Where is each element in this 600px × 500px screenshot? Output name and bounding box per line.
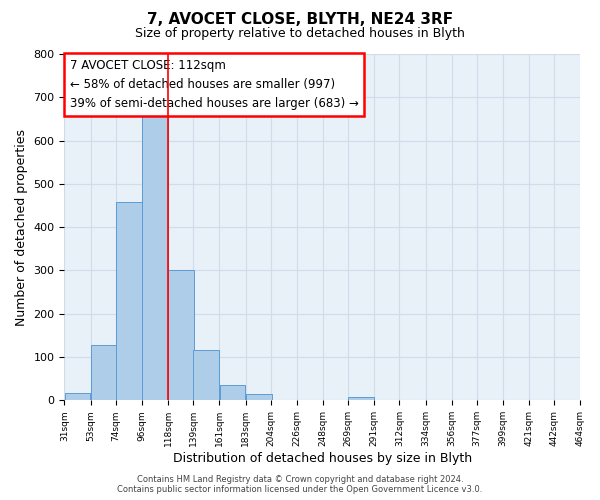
Text: 7 AVOCET CLOSE: 112sqm
← 58% of detached houses are smaller (997)
39% of semi-de: 7 AVOCET CLOSE: 112sqm ← 58% of detached… [70,59,358,110]
Bar [65,393,91,400]
Bar [116,202,142,400]
Bar [193,350,219,401]
X-axis label: Distribution of detached houses by size in Blyth: Distribution of detached houses by size … [173,452,472,465]
Bar [348,397,374,400]
Text: Size of property relative to detached houses in Blyth: Size of property relative to detached ho… [135,28,465,40]
Bar [142,112,168,401]
Bar [91,346,116,401]
Y-axis label: Number of detached properties: Number of detached properties [15,128,28,326]
Bar [246,394,272,400]
Text: 7, AVOCET CLOSE, BLYTH, NE24 3RF: 7, AVOCET CLOSE, BLYTH, NE24 3RF [147,12,453,28]
Bar [168,270,194,400]
Text: Contains HM Land Registry data © Crown copyright and database right 2024.
Contai: Contains HM Land Registry data © Crown c… [118,474,482,494]
Bar [220,385,245,400]
